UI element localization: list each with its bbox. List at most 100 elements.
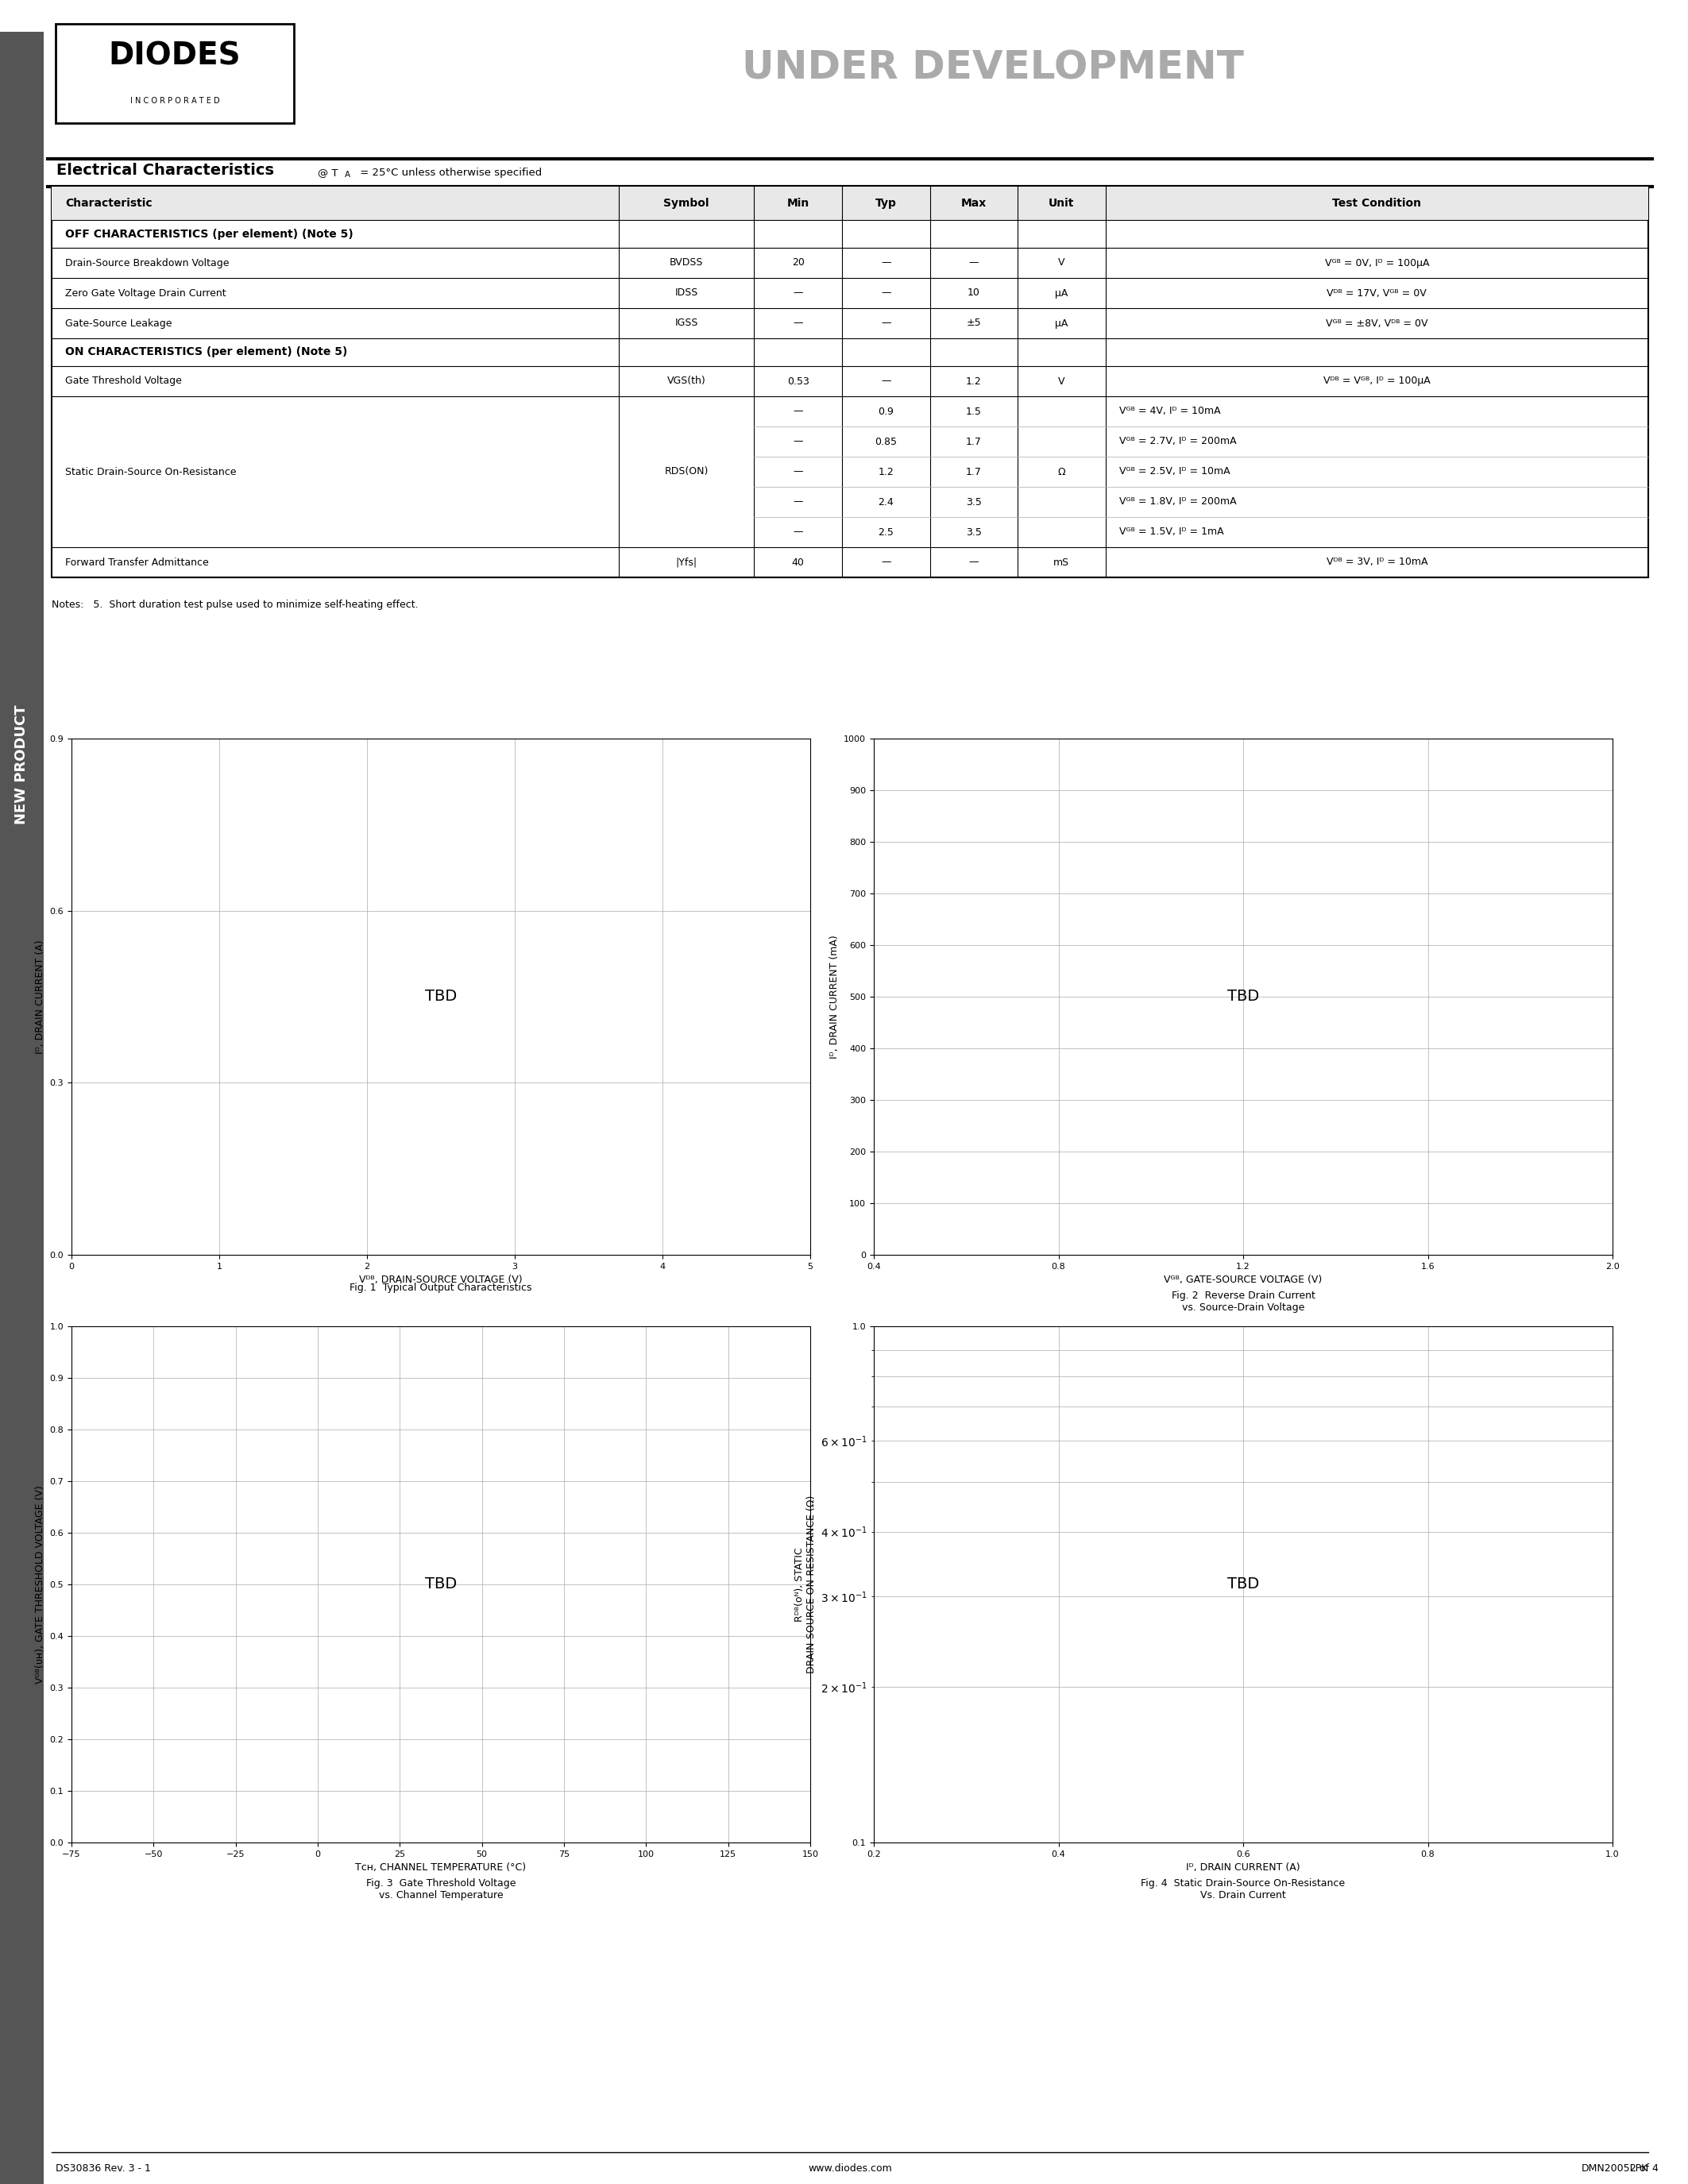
Y-axis label: Vᴳᴮ(ᴜʜ), GATE THRESHOLD VOLTAGE (V): Vᴳᴮ(ᴜʜ), GATE THRESHOLD VOLTAGE (V) xyxy=(35,1485,46,1684)
Text: 1.2: 1.2 xyxy=(966,376,981,387)
Text: —: — xyxy=(793,526,803,537)
Text: Test Condition: Test Condition xyxy=(1332,199,1421,210)
Text: Electrical Characteristics: Electrical Characteristics xyxy=(56,164,273,179)
Text: —: — xyxy=(793,467,803,476)
Text: www.diodes.com: www.diodes.com xyxy=(809,2162,891,2173)
Text: BVDSS: BVDSS xyxy=(670,258,704,269)
Text: Fig. 4  Static Drain-Source On-Resistance
Vs. Drain Current: Fig. 4 Static Drain-Source On-Resistance… xyxy=(1141,1878,1345,1900)
Text: —: — xyxy=(881,557,891,568)
Text: DIODES: DIODES xyxy=(108,41,241,70)
Text: 10: 10 xyxy=(967,288,981,299)
Text: V: V xyxy=(1058,376,1065,387)
Bar xyxy=(56,24,294,122)
Text: UNDER DEVELOPMENT: UNDER DEVELOPMENT xyxy=(743,48,1244,87)
Text: VGS(th): VGS(th) xyxy=(667,376,706,387)
Text: 3.5: 3.5 xyxy=(966,526,982,537)
Text: Typ: Typ xyxy=(874,199,896,210)
Text: 3.5: 3.5 xyxy=(966,496,982,507)
Text: Gate-Source Leakage: Gate-Source Leakage xyxy=(66,319,172,328)
Text: 1.7: 1.7 xyxy=(966,467,982,476)
Text: NEW PRODUCT: NEW PRODUCT xyxy=(14,705,29,823)
Text: ON CHARACTERISTICS (per element) (Note 5): ON CHARACTERISTICS (per element) (Note 5… xyxy=(66,347,348,358)
Bar xyxy=(0,33,44,2184)
Text: ±5: ±5 xyxy=(966,319,981,328)
Text: —: — xyxy=(793,406,803,417)
Text: Vᴳᴮ = 2.5V, Iᴰ = 10mA: Vᴳᴮ = 2.5V, Iᴰ = 10mA xyxy=(1119,467,1231,476)
Text: Vᴳᴮ = 1.8V, Iᴰ = 200mA: Vᴳᴮ = 1.8V, Iᴰ = 200mA xyxy=(1119,496,1236,507)
Text: V: V xyxy=(1058,258,1065,269)
Text: Fig. 3  Gate Threshold Voltage
vs. Channel Temperature: Fig. 3 Gate Threshold Voltage vs. Channe… xyxy=(366,1878,517,1900)
Text: —: — xyxy=(793,288,803,299)
Text: |Yfs|: |Yfs| xyxy=(675,557,697,568)
Text: = 25°C unless otherwise specified: = 25°C unless otherwise specified xyxy=(356,168,542,177)
Text: 2.4: 2.4 xyxy=(878,496,893,507)
Text: Vᴳᴮ = 4V, Iᴰ = 10mA: Vᴳᴮ = 4V, Iᴰ = 10mA xyxy=(1119,406,1220,417)
Text: mS: mS xyxy=(1053,557,1070,568)
Text: —: — xyxy=(793,496,803,507)
Text: I N C O R P O R A T E D: I N C O R P O R A T E D xyxy=(130,98,219,105)
Text: —: — xyxy=(881,258,891,269)
X-axis label: Tᴄʜ, CHANNEL TEMPERATURE (°C): Tᴄʜ, CHANNEL TEMPERATURE (°C) xyxy=(356,1863,527,1874)
Text: Fig. 2  Reverse Drain Current
vs. Source-Drain Voltage: Fig. 2 Reverse Drain Current vs. Source-… xyxy=(1171,1291,1315,1313)
Text: 1.2: 1.2 xyxy=(878,467,893,476)
Text: OFF CHARACTERISTICS (per element) (Note 5): OFF CHARACTERISTICS (per element) (Note … xyxy=(66,229,353,240)
X-axis label: Vᴳᴮ, GATE-SOURCE VOLTAGE (V): Vᴳᴮ, GATE-SOURCE VOLTAGE (V) xyxy=(1165,1275,1322,1284)
Text: DMN2005LPK: DMN2005LPK xyxy=(1582,2162,1647,2173)
Y-axis label: Iᴰ, DRAIN CURRENT (A): Iᴰ, DRAIN CURRENT (A) xyxy=(35,939,46,1053)
Text: Vᴳᴮ = 1.5V, Iᴰ = 1mA: Vᴳᴮ = 1.5V, Iᴰ = 1mA xyxy=(1119,526,1224,537)
Text: TBD: TBD xyxy=(425,1577,457,1592)
Text: —: — xyxy=(969,557,979,568)
Text: 0.9: 0.9 xyxy=(878,406,893,417)
Text: Notes:   5.  Short duration test pulse used to minimize self-heating effect.: Notes: 5. Short duration test pulse used… xyxy=(52,598,419,609)
Text: Vᴰᴮ = Vᴳᴮ, Iᴰ = 100μA: Vᴰᴮ = Vᴳᴮ, Iᴰ = 100μA xyxy=(1323,376,1430,387)
Text: —: — xyxy=(881,288,891,299)
Text: Unit: Unit xyxy=(1048,199,1074,210)
Y-axis label: Rᴰᴮ(ᴏᴺ), STATIC
DRAIN-SOURCE ON-RESISTANCE (Ω): Rᴰᴮ(ᴏᴺ), STATIC DRAIN-SOURCE ON-RESISTAN… xyxy=(795,1496,817,1673)
Text: Min: Min xyxy=(787,199,809,210)
Text: RDS(ON): RDS(ON) xyxy=(665,467,709,476)
Text: Gate Threshold Voltage: Gate Threshold Voltage xyxy=(66,376,182,387)
Text: TBD: TBD xyxy=(1227,989,1259,1005)
Text: —: — xyxy=(969,258,979,269)
Text: @ T: @ T xyxy=(317,168,338,177)
Text: TBD: TBD xyxy=(1227,1577,1259,1592)
Text: Max: Max xyxy=(960,199,986,210)
Text: 0.53: 0.53 xyxy=(787,376,809,387)
Bar xyxy=(52,186,1647,221)
Bar xyxy=(52,186,1647,577)
Text: Drain-Source Breakdown Voltage: Drain-Source Breakdown Voltage xyxy=(66,258,230,269)
Text: Static Drain-Source On-Resistance: Static Drain-Source On-Resistance xyxy=(66,467,236,476)
Text: Vᴳᴮ = 2.7V, Iᴰ = 200mA: Vᴳᴮ = 2.7V, Iᴰ = 200mA xyxy=(1119,437,1236,448)
Text: —: — xyxy=(881,319,891,328)
Text: μA: μA xyxy=(1055,288,1069,299)
Text: Vᴰᴮ = 17V, Vᴳᴮ = 0V: Vᴰᴮ = 17V, Vᴳᴮ = 0V xyxy=(1327,288,1426,299)
Text: μA: μA xyxy=(1055,319,1069,328)
Text: —: — xyxy=(793,437,803,448)
Text: 20: 20 xyxy=(792,258,805,269)
Text: 40: 40 xyxy=(792,557,805,568)
Text: IDSS: IDSS xyxy=(675,288,697,299)
X-axis label: Iᴰ, DRAIN CURRENT (A): Iᴰ, DRAIN CURRENT (A) xyxy=(1187,1863,1300,1874)
Text: Symbol: Symbol xyxy=(663,199,709,210)
Text: Vᴳᴮ = ±8V, Vᴰᴮ = 0V: Vᴳᴮ = ±8V, Vᴰᴮ = 0V xyxy=(1325,319,1428,328)
Text: —: — xyxy=(793,319,803,328)
Text: 0.85: 0.85 xyxy=(874,437,896,448)
X-axis label: Vᴰᴮ, DRAIN-SOURCE VOLTAGE (V): Vᴰᴮ, DRAIN-SOURCE VOLTAGE (V) xyxy=(360,1275,523,1284)
Text: Fig. 1  Typical Output Characteristics: Fig. 1 Typical Output Characteristics xyxy=(349,1282,532,1293)
Text: IGSS: IGSS xyxy=(675,319,697,328)
Text: Characteristic: Characteristic xyxy=(66,199,152,210)
Text: Ω: Ω xyxy=(1058,467,1065,476)
Text: Forward Transfer Admittance: Forward Transfer Admittance xyxy=(66,557,209,568)
Text: 1.5: 1.5 xyxy=(966,406,982,417)
Text: —: — xyxy=(881,376,891,387)
Text: 2 of 4: 2 of 4 xyxy=(1631,2162,1659,2173)
Text: Vᴰᴮ = 3V, Iᴰ = 10mA: Vᴰᴮ = 3V, Iᴰ = 10mA xyxy=(1327,557,1428,568)
Text: A: A xyxy=(344,170,351,179)
Text: TBD: TBD xyxy=(425,989,457,1005)
Text: Vᴳᴮ = 0V, Iᴰ = 100μA: Vᴳᴮ = 0V, Iᴰ = 100μA xyxy=(1325,258,1430,269)
Y-axis label: Iᴰ, DRAIN CURRENT (mA): Iᴰ, DRAIN CURRENT (mA) xyxy=(829,935,839,1059)
Text: 1.7: 1.7 xyxy=(966,437,982,448)
Text: DS30836 Rev. 3 - 1: DS30836 Rev. 3 - 1 xyxy=(56,2162,150,2173)
Text: 2.5: 2.5 xyxy=(878,526,893,537)
Text: Zero Gate Voltage Drain Current: Zero Gate Voltage Drain Current xyxy=(66,288,226,299)
